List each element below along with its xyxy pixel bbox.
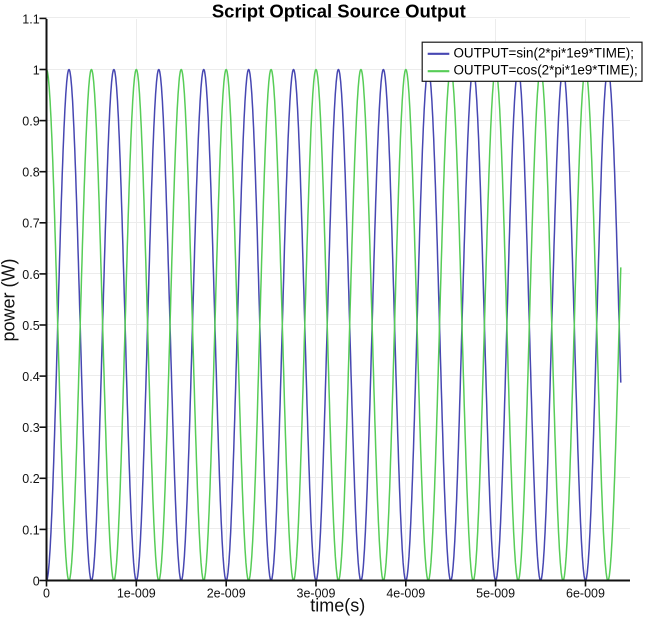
svg-text:0: 0 — [43, 587, 50, 601]
svg-text:0.1: 0.1 — [22, 523, 39, 537]
svg-text:4e-009: 4e-009 — [386, 587, 425, 601]
svg-text:2e-009: 2e-009 — [207, 587, 246, 601]
svg-text:OUTPUT=sin(2*pi*1e9*TIME);: OUTPUT=sin(2*pi*1e9*TIME); — [454, 46, 634, 61]
svg-text:0.5: 0.5 — [22, 319, 39, 333]
svg-text:power (W): power (W) — [0, 258, 19, 341]
svg-text:0: 0 — [33, 574, 40, 588]
svg-text:1e-009: 1e-009 — [117, 587, 156, 601]
svg-text:0.4: 0.4 — [22, 370, 39, 384]
svg-text:time(s): time(s) — [310, 596, 365, 616]
svg-text:3e-009: 3e-009 — [297, 587, 336, 601]
svg-text:1: 1 — [33, 63, 40, 77]
svg-text:Script Optical Source Output: Script Optical Source Output — [212, 1, 466, 22]
svg-text:OUTPUT=cos(2*pi*1e9*TIME);: OUTPUT=cos(2*pi*1e9*TIME); — [454, 63, 638, 78]
svg-text:0.6: 0.6 — [22, 268, 39, 282]
svg-text:0.7: 0.7 — [22, 217, 39, 231]
svg-text:0.3: 0.3 — [22, 421, 39, 435]
svg-text:0.2: 0.2 — [22, 472, 39, 486]
svg-text:0.8: 0.8 — [22, 166, 39, 180]
svg-text:1.1: 1.1 — [22, 12, 39, 26]
svg-text:5e-009: 5e-009 — [476, 587, 515, 601]
svg-text:6e-009: 6e-009 — [566, 587, 605, 601]
svg-text:0.9: 0.9 — [22, 115, 39, 129]
